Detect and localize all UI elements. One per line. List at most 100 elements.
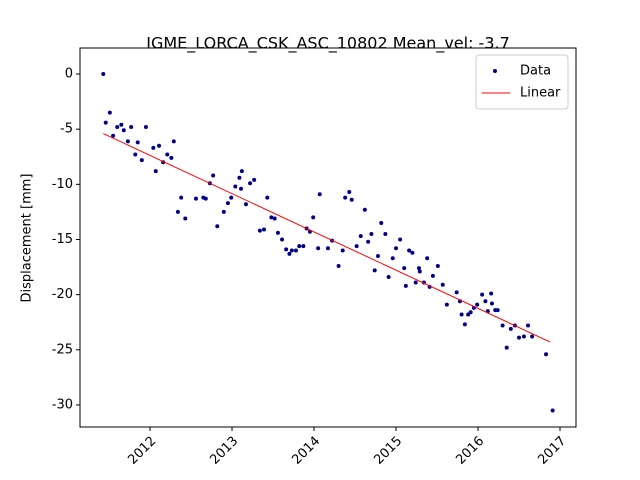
data-point [229, 195, 234, 200]
data-point [135, 140, 140, 145]
data-point [444, 302, 449, 307]
data-point [416, 266, 421, 271]
y-tick-label: -10 [52, 177, 73, 192]
y-tick-label: -25 [52, 342, 73, 357]
data-point [221, 209, 226, 214]
data-point [239, 169, 244, 174]
y-tick-label: -5 [60, 122, 73, 137]
data-point [403, 283, 408, 288]
data-point [468, 310, 473, 315]
chart-title: IGME_LORCA_CSK_ASC_10802 Mean_vel: -3.7 [146, 34, 510, 54]
data-point [143, 124, 148, 129]
data-point [119, 122, 124, 127]
data-point [480, 292, 485, 297]
data-point [215, 224, 220, 229]
data-point [379, 220, 384, 225]
data-point [354, 244, 359, 249]
data-point [325, 246, 330, 251]
data-point [301, 244, 306, 249]
data-point [336, 263, 341, 268]
data-point [275, 230, 280, 235]
data-point [413, 280, 418, 285]
data-point [550, 408, 555, 413]
data-point [500, 323, 505, 328]
data-point [386, 274, 391, 279]
data-point [153, 169, 158, 174]
data-point [203, 196, 208, 201]
data-point [311, 215, 316, 220]
data-point [407, 248, 412, 253]
y-tick-label: -30 [52, 397, 73, 412]
data-point [489, 301, 494, 306]
data-point [417, 269, 422, 274]
data-point [317, 192, 322, 197]
y-tick-label: 0 [65, 67, 73, 82]
data-point [390, 256, 395, 261]
data-point [183, 216, 188, 221]
data-point [495, 308, 500, 313]
data-point [440, 282, 445, 287]
data-point [262, 227, 267, 232]
data-point [366, 239, 371, 244]
data-point [358, 234, 363, 239]
data-point [269, 215, 274, 220]
data-point [402, 266, 407, 271]
data-point [504, 345, 509, 350]
data-point [121, 128, 126, 133]
data-point [375, 254, 380, 259]
data-point [243, 202, 248, 207]
data-point [340, 248, 345, 253]
data-point [517, 335, 522, 340]
data-point [171, 139, 176, 144]
data-point [369, 231, 374, 236]
data-point [101, 72, 106, 77]
y-axis-label: Displacement [mm] [20, 174, 35, 303]
y-tick-label: -20 [52, 287, 73, 302]
data-point [521, 334, 526, 339]
legend-box [475, 54, 569, 110]
data-point [349, 197, 354, 202]
data-point [398, 237, 403, 242]
data-point [265, 195, 270, 200]
data-point [508, 326, 513, 331]
data-point [157, 143, 162, 148]
data-point [372, 268, 377, 273]
data-point [435, 263, 440, 268]
data-point [526, 323, 531, 328]
data-point [125, 139, 130, 144]
data-point [129, 124, 134, 129]
data-point [289, 248, 294, 253]
data-point [107, 110, 112, 115]
fit-line [103, 133, 551, 343]
data-point [211, 173, 216, 178]
legend-marker [493, 69, 497, 73]
data-point [225, 201, 230, 206]
data-point [165, 152, 170, 157]
data-point [175, 209, 180, 214]
data-point [257, 228, 262, 233]
data-point [430, 273, 435, 278]
data-point [293, 248, 298, 253]
data-point [103, 120, 108, 125]
data-point [151, 145, 156, 150]
data-point [272, 216, 277, 221]
data-point [133, 152, 138, 157]
data-point [362, 207, 367, 212]
data-point [489, 291, 494, 296]
legend-label: Linear [520, 86, 561, 101]
data-point [239, 186, 244, 191]
data-point [347, 190, 352, 195]
legend-label: Data [520, 64, 551, 79]
data-point [237, 175, 242, 180]
plot-frame [79, 47, 577, 428]
data-point [280, 237, 285, 242]
data-point [284, 247, 289, 252]
data-point [179, 195, 184, 200]
data-point [316, 246, 321, 251]
data-point [233, 184, 238, 189]
data-point [410, 250, 415, 255]
data-point [383, 231, 388, 236]
data-point [483, 299, 488, 304]
data-point [252, 177, 257, 182]
